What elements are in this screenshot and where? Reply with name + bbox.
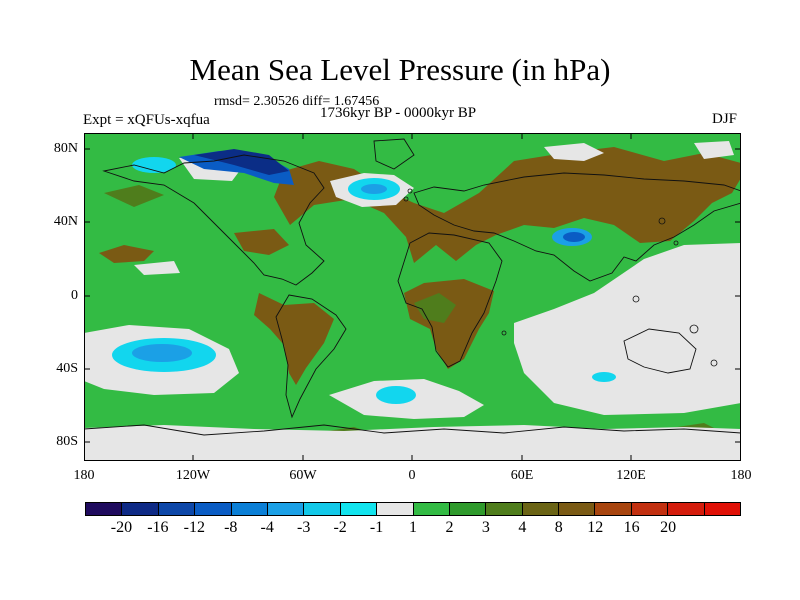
colorbar-label: 16	[623, 519, 640, 536]
colorbar-label: 3	[481, 519, 490, 536]
lon-label-180e: 180	[730, 468, 752, 483]
colorbar-label: -4	[260, 519, 274, 536]
lon-label-120w: 120W	[175, 468, 211, 483]
colorbar-label: 1	[409, 519, 417, 536]
lat-label-0: 0	[71, 288, 78, 303]
colorbar-label: 12	[587, 519, 604, 536]
colorbar-label: 4	[518, 519, 527, 536]
colorbar-label: -20	[110, 519, 133, 536]
season-label: DJF	[712, 111, 738, 127]
islands	[403, 188, 718, 367]
lat-label-40n: 40N	[53, 214, 78, 229]
stats-label: rmsd= 2.30526 diff= 1.67456	[214, 94, 380, 109]
lat-label-40s: 40S	[56, 361, 78, 376]
colorbar-label: 8	[554, 519, 563, 536]
chart-title: Mean Sea Level Pressure (in hPa)	[189, 52, 611, 87]
negative-anomaly-sky	[132, 184, 592, 362]
period-label: 1736kyr BP - 0000kyr BP	[320, 105, 477, 121]
colorbar-swatch	[304, 503, 341, 515]
colorbar-swatch	[377, 503, 414, 515]
colorbar-label: 20	[660, 519, 677, 536]
colorbar-label: -8	[224, 519, 238, 536]
colorbar-swatch	[86, 503, 123, 515]
axis-ticks	[84, 133, 741, 461]
colorbar-swatch	[449, 503, 487, 515]
colorbar-label: -12	[183, 519, 205, 536]
colorbar-swatch	[267, 503, 305, 515]
colorbar-swatch	[704, 503, 741, 515]
colorbar-label: -16	[147, 519, 169, 536]
lon-label-60e: 60E	[510, 468, 534, 483]
colorbar-swatch	[122, 503, 159, 515]
colorbar-swatch	[559, 503, 596, 515]
colorbar-swatch	[340, 503, 378, 515]
colorbar-swatch	[231, 503, 268, 515]
near-zero-regions	[84, 141, 741, 461]
colorbar-label: -3	[296, 519, 311, 536]
lon-label-120e: 120E	[616, 468, 646, 483]
colorbar	[85, 502, 741, 516]
lat-label-80s: 80S	[56, 434, 78, 449]
coastlines	[84, 138, 741, 436]
lon-label-180w: 180	[73, 468, 95, 483]
colorbar-label: -2	[333, 519, 347, 536]
colorbar-swatch	[668, 503, 705, 515]
colorbar-swatch	[195, 503, 232, 515]
colorbar-swatch	[595, 503, 632, 515]
lon-label-0: 0	[408, 468, 416, 483]
lat-label-80n: 80N	[53, 141, 78, 156]
negative-anomaly-navy	[194, 149, 289, 175]
colorbar-swatch	[631, 503, 669, 515]
colorbar-swatch	[158, 503, 196, 515]
colorbar-swatch	[486, 503, 523, 515]
colorbar-label: -1	[369, 519, 384, 536]
experiment-label: Expt = xQFUs-xqfua	[83, 112, 210, 128]
lon-label-60w: 60W	[289, 468, 317, 483]
colorbar-swatch	[522, 503, 560, 515]
pressure-map	[84, 133, 741, 461]
colorbar-label: 2	[445, 519, 454, 536]
colorbar-swatch	[413, 503, 450, 515]
